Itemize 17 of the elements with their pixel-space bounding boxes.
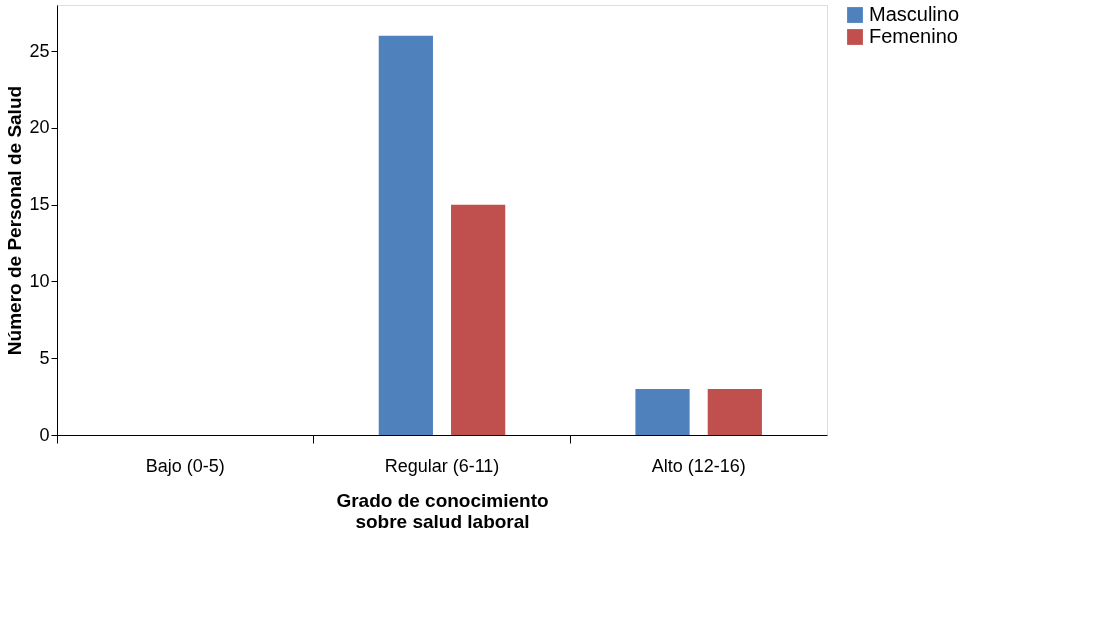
y-tick-label: 15 xyxy=(29,194,50,215)
x-tick-label: Alto (12-16) xyxy=(651,455,746,476)
x-tick-label: Regular (6-11) xyxy=(384,455,500,476)
x-tick-label: Bajo (0-5) xyxy=(145,455,225,476)
bar xyxy=(635,388,690,435)
bar xyxy=(451,204,506,435)
x-axis-title: Grado de conocimiento sobre salud laboral xyxy=(336,489,549,532)
y-tick-label: 0 xyxy=(39,424,50,445)
legend-label: Femenino xyxy=(869,25,958,47)
bar xyxy=(707,388,762,435)
y-tick-label: 25 xyxy=(29,40,50,61)
y-axis-title: Número de Personal de Salud xyxy=(4,85,26,356)
legend-label: Masculino xyxy=(869,3,960,25)
y-tick-label: 5 xyxy=(39,347,50,368)
y-tick-label: 20 xyxy=(29,117,50,138)
y-tick-label: 10 xyxy=(29,270,50,291)
bar xyxy=(378,35,433,435)
